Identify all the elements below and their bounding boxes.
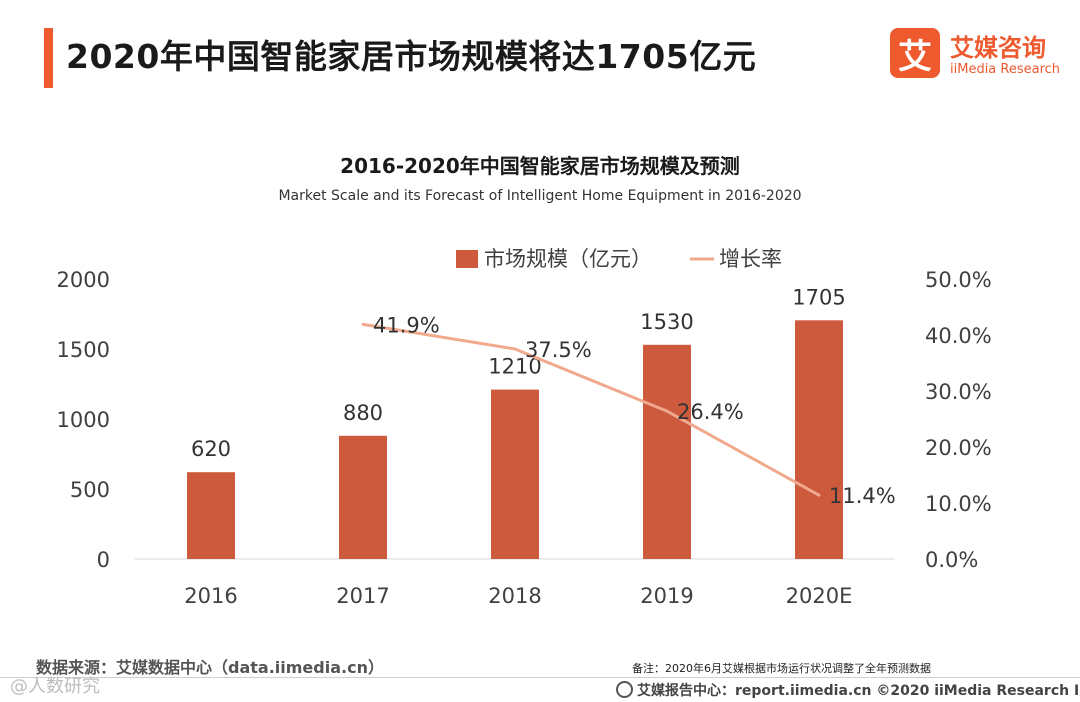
x-tick-label: 2020E bbox=[786, 584, 853, 608]
data-source: 数据来源：艾媒数据中心（data.iimedia.cn） bbox=[36, 658, 384, 677]
growth-value-label: 41.9% bbox=[373, 313, 440, 337]
watermark: @人数研究 bbox=[10, 676, 100, 697]
growth-value-label: 26.4% bbox=[677, 400, 744, 424]
y-tick-label: 0 bbox=[97, 548, 110, 572]
y2-tick-label: 30.0% bbox=[925, 380, 992, 404]
x-tick-label: 2019 bbox=[640, 584, 693, 608]
footer-divider bbox=[0, 677, 1080, 678]
bar-value-label: 880 bbox=[343, 401, 383, 425]
legend-bar-swatch bbox=[456, 250, 478, 268]
x-tick-label: 2017 bbox=[336, 584, 389, 608]
growth-point bbox=[665, 409, 669, 413]
x-tick-label: 2016 bbox=[184, 584, 237, 608]
y-tick-label: 1500 bbox=[57, 338, 110, 362]
y2-tick-label: 10.0% bbox=[925, 492, 992, 516]
growth-point bbox=[513, 347, 517, 351]
bar-value-label: 620 bbox=[191, 437, 231, 461]
legend-bar-label: 市场规模（亿元） bbox=[484, 247, 652, 271]
globe-icon bbox=[616, 681, 633, 698]
report-center: 艾媒报告中心：report.iimedia.cn ©2020 iiMedia R… bbox=[616, 680, 1080, 700]
y2-tick-label: 40.0% bbox=[925, 324, 992, 348]
logo-chinese-name: 艾媒咨询 bbox=[950, 34, 1046, 62]
bar bbox=[187, 472, 235, 559]
growth-point bbox=[361, 322, 365, 326]
y-tick-label: 1000 bbox=[57, 408, 110, 432]
y2-tick-label: 50.0% bbox=[925, 268, 992, 292]
growth-line bbox=[362, 322, 820, 497]
bar bbox=[643, 344, 691, 559]
forecast-note: 备注：2020年6月艾媒根据市场运行状况调整了全年预测数据 bbox=[632, 662, 931, 675]
growth-value-label: 37.5% bbox=[525, 338, 592, 362]
growth-point bbox=[817, 493, 821, 497]
chart-title: 2016-2020年中国智能家居市场规模及预测 bbox=[340, 154, 740, 178]
logo-mark: 艾 bbox=[890, 28, 940, 78]
page-title: 2020年中国智能家居市场规模将达1705亿元 bbox=[66, 37, 757, 76]
bar-value-label: 1210 bbox=[488, 355, 541, 379]
y2-tick-label: 0.0% bbox=[925, 548, 978, 572]
logo-english-name: iiMedia Research bbox=[950, 62, 1061, 77]
chart-subtitle: Market Scale and its Forecast of Intelli… bbox=[278, 188, 802, 204]
brand-logo: 艾 艾媒咨询 iiMedia Research bbox=[890, 28, 1066, 84]
bar-value-label: 1705 bbox=[792, 285, 845, 309]
bar bbox=[795, 320, 843, 559]
bar bbox=[491, 389, 539, 559]
y-tick-label: 2000 bbox=[57, 268, 110, 292]
bar-value-label: 1530 bbox=[640, 310, 693, 334]
report-center-text: 艾媒报告中心：report.iimedia.cn ©2020 iiMedia R… bbox=[637, 683, 1080, 699]
growth-value-label: 11.4% bbox=[829, 484, 896, 508]
title-accent-bar bbox=[44, 28, 53, 88]
bar bbox=[339, 435, 387, 559]
legend-line-label: 增长率 bbox=[719, 247, 782, 271]
y2-tick-label: 20.0% bbox=[925, 436, 992, 460]
y-tick-label: 500 bbox=[70, 478, 110, 502]
x-tick-label: 2018 bbox=[488, 584, 541, 608]
